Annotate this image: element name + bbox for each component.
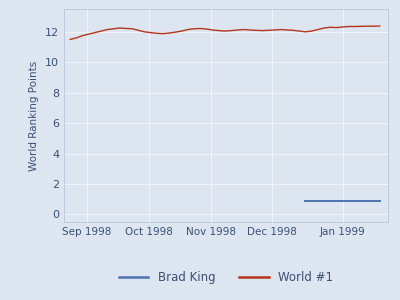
- Brad King: [377, 200, 382, 203]
- World #1: [371, 24, 376, 28]
- World #1: [272, 28, 277, 32]
- World #1: [377, 24, 382, 28]
- Brad King: [316, 200, 320, 203]
- World #1: [136, 28, 141, 32]
- World #1: [167, 31, 172, 35]
- Line: World #1: World #1: [70, 26, 380, 39]
- World #1: [291, 28, 296, 32]
- Legend: Brad King, World #1: Brad King, World #1: [114, 266, 338, 289]
- Brad King: [328, 200, 333, 203]
- Brad King: [303, 200, 308, 203]
- Y-axis label: World Ranking Points: World Ranking Points: [30, 60, 40, 171]
- World #1: [161, 32, 166, 35]
- Brad King: [340, 200, 345, 203]
- Brad King: [365, 200, 370, 203]
- Brad King: [352, 200, 357, 203]
- World #1: [68, 38, 72, 41]
